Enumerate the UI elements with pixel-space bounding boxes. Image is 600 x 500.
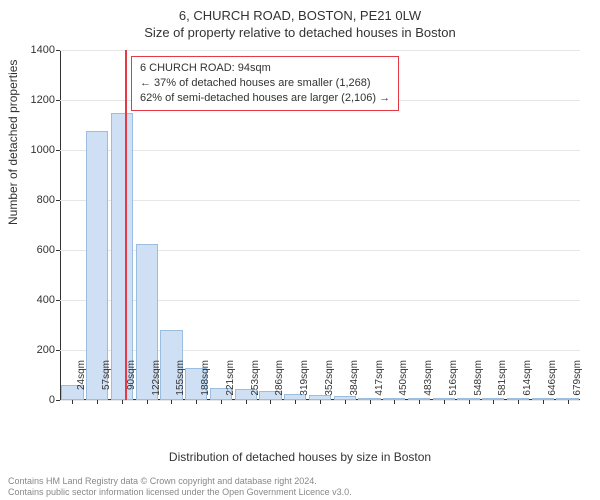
chart-title-subtitle: Size of property relative to detached ho… [0,23,600,40]
y-tick-mark [56,100,60,101]
y-tick-label: 800 [15,194,55,206]
x-tick-mark [370,400,371,404]
x-tick-mark [419,400,420,404]
chart-container: 6, CHURCH ROAD, BOSTON, PE21 0LW Size of… [0,0,600,500]
x-tick-mark [147,400,148,404]
grid-line [60,150,580,151]
x-tick-mark [270,400,271,404]
y-tick-label: 600 [15,244,55,256]
x-tick-mark [518,400,519,404]
y-tick-mark [56,50,60,51]
annotation-line1: 6 CHURCH ROAD: 94sqm [140,61,390,76]
x-tick-mark [394,400,395,404]
x-tick-mark [122,400,123,404]
footer-line1: Contains HM Land Registry data © Crown c… [8,476,352,487]
y-tick-mark [56,350,60,351]
histogram-bar [111,113,133,401]
chart-title-address: 6, CHURCH ROAD, BOSTON, PE21 0LW [0,0,600,23]
x-tick-mark [246,400,247,404]
x-tick-mark [469,400,470,404]
y-tick-label: 1000 [15,144,55,156]
y-tick-label: 1400 [15,44,55,56]
x-tick-label: 679sqm [572,360,583,405]
x-tick-mark [320,400,321,404]
footer-attribution: Contains HM Land Registry data © Crown c… [8,476,352,498]
grid-line [60,50,580,51]
x-tick-mark [196,400,197,404]
y-tick-label: 200 [15,344,55,356]
annotation-box: 6 CHURCH ROAD: 94sqm← 37% of detached ho… [131,56,399,111]
plot-area: 020040060080010001200140024sqm57sqm90sqm… [60,50,580,400]
x-tick-mark [72,400,73,404]
y-tick-label: 0 [15,394,55,406]
grid-line [60,200,580,201]
x-axis-title: Distribution of detached houses by size … [0,450,600,464]
x-tick-mark [568,400,569,404]
y-tick-mark [56,150,60,151]
plot-inner: 020040060080010001200140024sqm57sqm90sqm… [60,50,580,400]
x-tick-mark [345,400,346,404]
footer-line2: Contains public sector information licen… [8,487,352,498]
x-tick-mark [493,400,494,404]
y-tick-mark [56,300,60,301]
annotation-line2: ← 37% of detached houses are smaller (1,… [140,76,390,91]
y-tick-label: 1200 [15,94,55,106]
annotation-line3: 62% of semi-detached houses are larger (… [140,91,390,106]
marker-line [125,50,127,400]
x-tick-mark [97,400,98,404]
y-tick-mark [56,250,60,251]
x-tick-mark [171,400,172,404]
x-tick-mark [221,400,222,404]
x-tick-mark [543,400,544,404]
y-tick-mark [56,200,60,201]
x-tick-mark [444,400,445,404]
x-tick-mark [295,400,296,404]
y-tick-label: 400 [15,294,55,306]
y-tick-mark [56,400,60,401]
